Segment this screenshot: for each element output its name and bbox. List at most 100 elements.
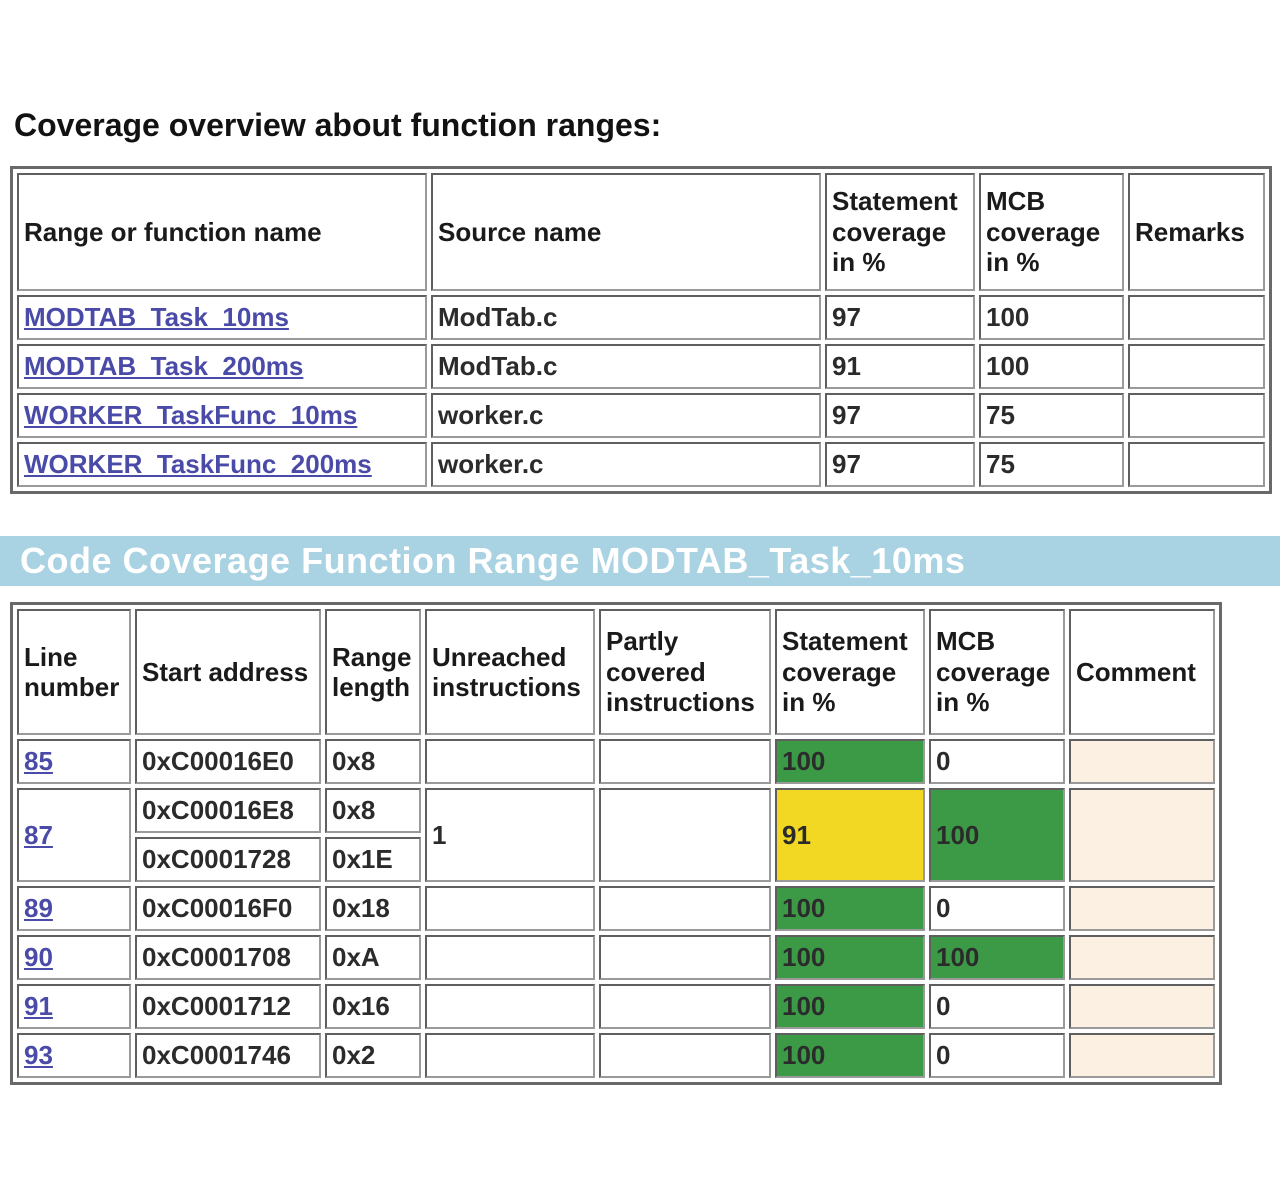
overview-header-remarks: Remarks bbox=[1128, 173, 1265, 291]
section-banner: Code Coverage Function Range MODTAB_Task… bbox=[0, 536, 1280, 586]
overview-row: WORKER_TaskFunc_200ms worker.c 97 75 bbox=[17, 442, 1265, 487]
source-name-cell: worker.c bbox=[431, 442, 821, 487]
comment-cell bbox=[1069, 788, 1215, 882]
function-name-cell: WORKER_TaskFunc_10ms bbox=[17, 393, 427, 438]
start-address-cell: 0xC0001728 bbox=[135, 837, 321, 882]
function-name-cell: MODTAB_Task_200ms bbox=[17, 344, 427, 389]
detail-stmt-coverage-cell: 100 bbox=[775, 984, 925, 1029]
range-length-cell: 0x1E bbox=[325, 837, 421, 882]
overview-mcb-coverage-cell: 100 bbox=[979, 295, 1124, 340]
overview-row: WORKER_TaskFunc_10ms worker.c 97 75 bbox=[17, 393, 1265, 438]
remarks-cell bbox=[1128, 295, 1265, 340]
unreached-instructions-cell bbox=[425, 886, 595, 931]
detail-mcb-coverage-cell: 0 bbox=[929, 1033, 1065, 1078]
partly-covered-instructions-cell bbox=[599, 886, 771, 931]
start-address-cell: 0xC0001746 bbox=[135, 1033, 321, 1078]
detail-mcb-coverage-cell: 100 bbox=[929, 935, 1065, 980]
overview-row: MODTAB_Task_200ms ModTab.c 91 100 bbox=[17, 344, 1265, 389]
line-number-link[interactable]: 93 bbox=[24, 1040, 53, 1071]
detail-row: 90 0xC0001708 0xA 100 100 bbox=[17, 935, 1215, 980]
detail-stmt-coverage-cell: 91 bbox=[775, 788, 925, 882]
overview-header-range-name: Range or function name bbox=[17, 173, 427, 291]
line-number-cell: 90 bbox=[17, 935, 131, 980]
comment-cell bbox=[1069, 935, 1215, 980]
unreached-instructions-cell bbox=[425, 1033, 595, 1078]
detail-mcb-coverage-cell: 0 bbox=[929, 984, 1065, 1029]
coverage-report-page: Coverage overview about function ranges:… bbox=[0, 107, 1280, 1085]
comment-cell bbox=[1069, 886, 1215, 931]
start-address-cell: 0xC00016F0 bbox=[135, 886, 321, 931]
start-address-cell: 0xC00016E8 bbox=[135, 788, 321, 833]
line-number-cell: 85 bbox=[17, 739, 131, 784]
start-address-cell: 0xC0001708 bbox=[135, 935, 321, 980]
detail-mcb-coverage-cell: 100 bbox=[929, 788, 1065, 882]
overview-mcb-coverage-cell: 100 bbox=[979, 344, 1124, 389]
start-address-cell: 0xC0001712 bbox=[135, 984, 321, 1029]
overview-stmt-coverage-cell: 91 bbox=[825, 344, 975, 389]
detail-row: 89 0xC00016F0 0x18 100 0 bbox=[17, 886, 1215, 931]
partly-covered-instructions-cell bbox=[599, 788, 771, 882]
line-number-cell: 87 bbox=[17, 788, 131, 882]
range-length-cell: 0x8 bbox=[325, 788, 421, 833]
partly-covered-instructions-cell bbox=[599, 984, 771, 1029]
source-name-cell: worker.c bbox=[431, 393, 821, 438]
detail-stmt-coverage-cell: 100 bbox=[775, 886, 925, 931]
comment-cell bbox=[1069, 1033, 1215, 1078]
line-number-link[interactable]: 91 bbox=[24, 991, 53, 1022]
function-range-link[interactable]: MODTAB_Task_10ms bbox=[24, 302, 289, 333]
unreached-instructions-cell bbox=[425, 935, 595, 980]
line-number-link[interactable]: 89 bbox=[24, 893, 53, 924]
detail-row: 91 0xC0001712 0x16 100 0 bbox=[17, 984, 1215, 1029]
detail-stmt-coverage-cell: 100 bbox=[775, 935, 925, 980]
source-name-cell: ModTab.c bbox=[431, 295, 821, 340]
function-ranges-overview-table: Range or function name Source name Stateme… bbox=[10, 166, 1272, 494]
detail-row: 85 0xC00016E0 0x8 100 0 bbox=[17, 739, 1215, 784]
partly-covered-instructions-cell bbox=[599, 935, 771, 980]
detail-header-comment: Comment bbox=[1069, 609, 1215, 735]
range-length-cell: 0xA bbox=[325, 935, 421, 980]
detail-header-start-address: Start address bbox=[135, 609, 321, 735]
function-range-link[interactable]: MODTAB_Task_200ms bbox=[24, 351, 304, 382]
comment-cell bbox=[1069, 739, 1215, 784]
line-number-link[interactable]: 87 bbox=[24, 819, 53, 850]
line-number-link[interactable]: 85 bbox=[24, 746, 53, 777]
overview-header-stmt-coverage: Statement coverage in % bbox=[825, 173, 975, 291]
start-address-cell: 0xC00016E0 bbox=[135, 739, 321, 784]
detail-stmt-coverage-cell: 100 bbox=[775, 1033, 925, 1078]
overview-mcb-coverage-cell: 75 bbox=[979, 393, 1124, 438]
detail-mcb-coverage-cell: 0 bbox=[929, 739, 1065, 784]
page-title: Coverage overview about function ranges: bbox=[14, 107, 662, 143]
range-length-cell: 0x16 bbox=[325, 984, 421, 1029]
code-coverage-detail-table: Line number Start address Range length Unre… bbox=[10, 602, 1222, 1085]
detail-subrow: 0xC0001728 0x1E bbox=[17, 837, 1215, 882]
overview-header-source-name: Source name bbox=[431, 173, 821, 291]
detail-header-stmt-coverage: Statement coverage in % bbox=[775, 609, 925, 735]
detail-mcb-coverage-cell: 0 bbox=[929, 886, 1065, 931]
function-range-link[interactable]: WORKER_TaskFunc_200ms bbox=[24, 449, 372, 480]
overview-mcb-coverage-cell: 75 bbox=[979, 442, 1124, 487]
source-name-cell: ModTab.c bbox=[431, 344, 821, 389]
detail-header-unreached: Unreached instructions bbox=[425, 609, 595, 735]
overview-stmt-coverage-cell: 97 bbox=[825, 442, 975, 487]
function-name-cell: MODTAB_Task_10ms bbox=[17, 295, 427, 340]
function-range-link[interactable]: WORKER_TaskFunc_10ms bbox=[24, 400, 358, 431]
function-name-cell: WORKER_TaskFunc_200ms bbox=[17, 442, 427, 487]
detail-header-mcb-coverage: MCB coverage in % bbox=[929, 609, 1065, 735]
detail-row: 93 0xC0001746 0x2 100 0 bbox=[17, 1033, 1215, 1078]
overview-header-mcb-coverage: MCB coverage in % bbox=[979, 173, 1124, 291]
unreached-instructions-cell bbox=[425, 739, 595, 784]
overview-header-row: Range or function name Source name Stateme… bbox=[17, 173, 1265, 291]
overview-row: MODTAB_Task_10ms ModTab.c 97 100 bbox=[17, 295, 1265, 340]
detail-stmt-coverage-cell: 100 bbox=[775, 739, 925, 784]
range-length-cell: 0x18 bbox=[325, 886, 421, 931]
overview-stmt-coverage-cell: 97 bbox=[825, 393, 975, 438]
detail-header-partly-covered: Partly covered instructions bbox=[599, 609, 771, 735]
line-number-link[interactable]: 90 bbox=[24, 942, 53, 973]
line-number-cell: 89 bbox=[17, 886, 131, 931]
partly-covered-instructions-cell bbox=[599, 1033, 771, 1078]
comment-cell bbox=[1069, 984, 1215, 1029]
range-length-cell: 0x8 bbox=[325, 739, 421, 784]
partly-covered-instructions-cell bbox=[599, 739, 771, 784]
unreached-instructions-cell bbox=[425, 984, 595, 1029]
line-number-cell: 91 bbox=[17, 984, 131, 1029]
